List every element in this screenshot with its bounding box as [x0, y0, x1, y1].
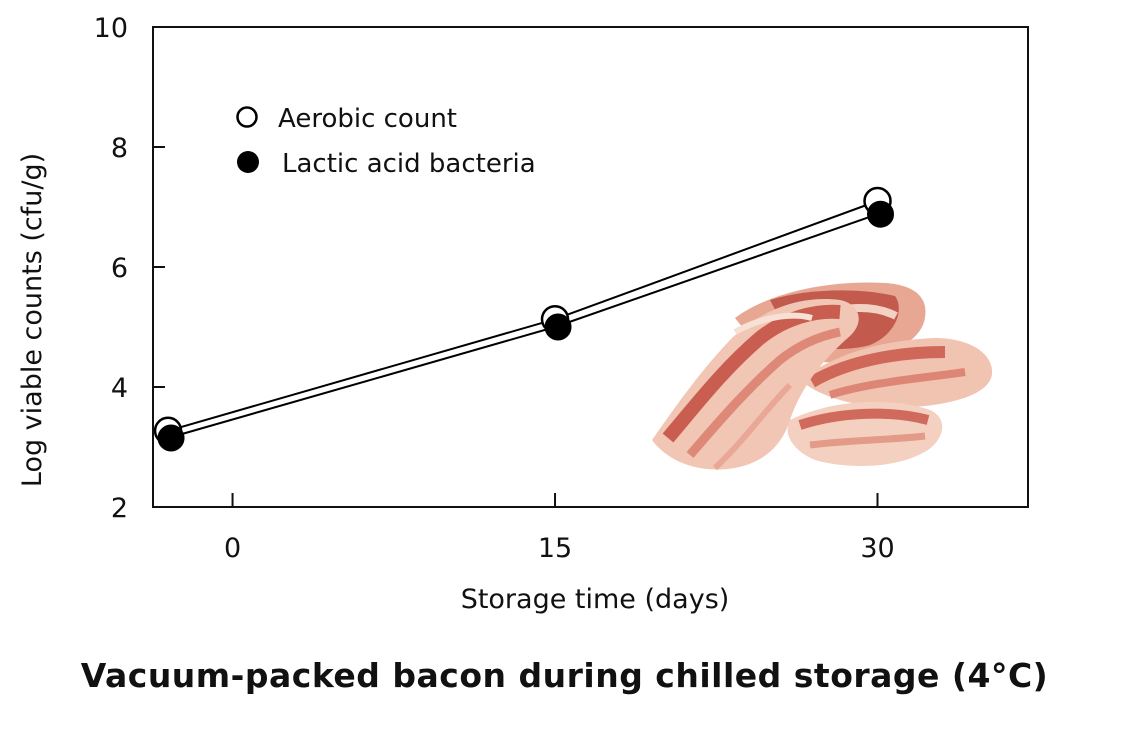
y-tick-label: 2	[111, 493, 128, 524]
data-point-lactic	[157, 424, 185, 452]
y-tick-label: 8	[111, 133, 128, 164]
legend-label-aerobic: Aerobic count	[278, 104, 457, 134]
x-tick-label: 30	[860, 533, 894, 564]
legend-marker-aerobic	[236, 106, 258, 128]
data-point-lactic	[544, 313, 572, 341]
legend-marker-lactic	[237, 151, 259, 173]
y-tick-label: 10	[94, 13, 128, 44]
x-tick-label: 15	[538, 533, 572, 564]
figure-caption: Vacuum-packed bacon during chilled stora…	[80, 656, 1049, 695]
y-tick-label: 4	[111, 373, 128, 404]
y-axis-label: Log viable counts (cfu/g)	[17, 153, 48, 487]
bacon-illustration	[652, 282, 993, 471]
y-tick-label: 6	[111, 253, 128, 284]
x-tick-label: 0	[224, 533, 241, 564]
data-point-lactic	[867, 200, 895, 228]
legend-label-lactic: Lactic acid bacteria	[282, 149, 536, 179]
legend: Aerobic count Lactic acid bacteria	[236, 104, 536, 179]
x-axis-label: Storage time (days)	[461, 584, 730, 615]
